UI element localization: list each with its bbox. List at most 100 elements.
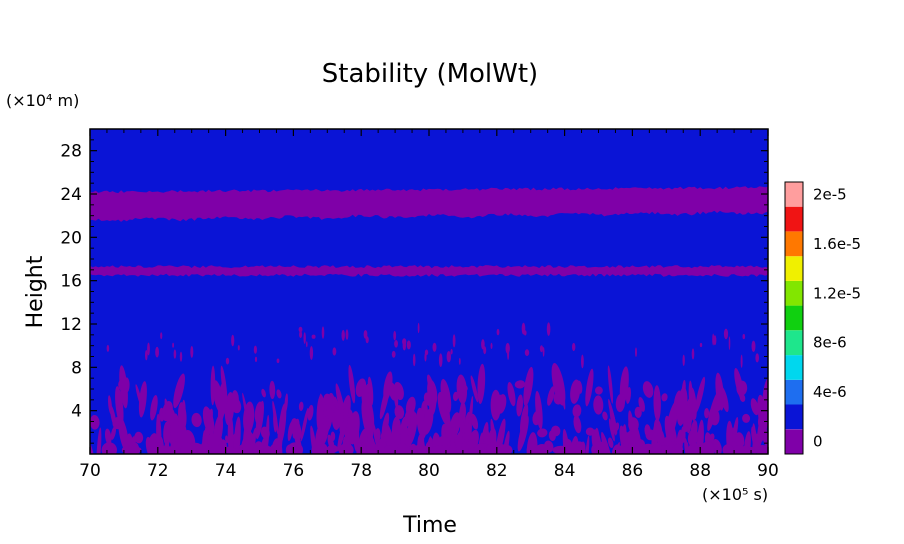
zero-patch	[602, 411, 608, 421]
zero-patch	[572, 342, 576, 352]
zero-patch	[723, 328, 729, 340]
zero-patch	[225, 435, 229, 444]
zero-patch	[609, 406, 617, 436]
zero-patch	[361, 399, 374, 441]
zero-patch	[534, 444, 550, 454]
colorbar-frame	[784, 181, 804, 455]
zero-patch	[227, 414, 234, 454]
zero-patch	[317, 423, 327, 438]
zero-patch	[134, 431, 144, 444]
y-tick-label: 28	[60, 142, 82, 162]
zero-patch	[242, 392, 252, 436]
zero-patch	[147, 342, 150, 356]
zero-patch	[363, 330, 368, 339]
zero-patch	[254, 356, 258, 362]
upper-zero-band	[90, 186, 768, 222]
zero-patch	[327, 444, 338, 453]
zero-patch	[444, 409, 450, 438]
y-axis-title: Height	[23, 255, 48, 328]
zero-patch	[688, 380, 693, 409]
y-tick-label: 24	[60, 185, 82, 205]
contour-regions	[90, 186, 768, 454]
zero-patch	[307, 404, 314, 421]
zero-patch	[452, 391, 459, 402]
zero-patch	[740, 354, 743, 368]
zero-patch	[550, 425, 561, 437]
zero-patch	[303, 332, 306, 344]
zero-patch	[243, 422, 248, 447]
zero-patch	[160, 332, 163, 340]
zero-patch	[300, 407, 309, 442]
zero-patch	[699, 342, 703, 348]
zero-patch	[269, 380, 276, 400]
colorbar-swatch	[785, 305, 803, 331]
zero-patch	[404, 412, 411, 427]
colorbar-label: 2e-5	[813, 185, 847, 203]
zero-patch	[676, 387, 688, 426]
zero-patch	[652, 442, 661, 454]
zero-patch	[348, 364, 356, 404]
zero-patch	[286, 442, 304, 454]
zero-patch	[496, 328, 500, 336]
zero-patch	[405, 396, 416, 416]
zero-patch	[542, 346, 545, 357]
zero-patch	[290, 418, 302, 441]
zero-patch	[514, 380, 526, 389]
zero-patch	[309, 346, 314, 360]
zero-patch	[438, 353, 443, 368]
colorbar-swatch	[785, 182, 803, 207]
zero-patch	[635, 347, 637, 358]
zero-patch	[254, 401, 264, 425]
zero-patch	[664, 415, 675, 448]
zero-patch	[715, 372, 725, 411]
zero-patch	[128, 446, 142, 454]
zero-patch	[320, 394, 329, 423]
zero-patch	[470, 375, 479, 403]
zero-patch	[163, 446, 173, 454]
zero-patch	[751, 426, 759, 452]
x-tick-label: 90	[757, 461, 779, 481]
zero-patch	[537, 428, 548, 438]
zero-patch	[155, 346, 160, 358]
zero-patch	[701, 441, 715, 454]
zero-patch	[393, 381, 404, 401]
zero-patch	[682, 354, 685, 366]
middle-zero-band	[90, 265, 768, 277]
zero-patch	[507, 381, 516, 407]
colorbar-swatch	[785, 330, 803, 356]
zero-patch	[150, 394, 158, 421]
zero-patch	[524, 349, 530, 356]
zero-patch	[90, 415, 100, 430]
zero-patch	[585, 368, 594, 407]
zero-patch	[109, 405, 117, 429]
zero-patch	[278, 403, 287, 446]
zero-patch	[276, 389, 282, 399]
zero-patch	[634, 442, 642, 454]
zero-patch	[486, 443, 497, 454]
x-tick-label: 70	[79, 461, 101, 481]
zero-patch	[341, 329, 345, 341]
zero-patch	[299, 331, 303, 338]
zero-patch	[145, 350, 148, 361]
zero-patch	[231, 334, 235, 347]
zero-patch	[593, 395, 604, 415]
zero-patch	[585, 427, 595, 436]
zero-patch	[574, 442, 584, 454]
zero-patch	[450, 348, 453, 355]
zero-patch	[424, 349, 429, 356]
colorbar-label: 1.6e-5	[813, 235, 861, 253]
zero-patch	[594, 386, 603, 395]
zero-patch	[406, 340, 411, 350]
zero-patch	[662, 436, 672, 446]
zero-patch	[607, 437, 614, 448]
x-tick-label: 78	[350, 461, 372, 481]
zero-patch	[634, 406, 642, 418]
zero-patch	[298, 401, 304, 411]
zero-patch	[523, 330, 527, 336]
y-axis-unit: (×10⁴ m)	[6, 91, 79, 110]
zero-patch	[261, 388, 266, 398]
zero-patch	[345, 329, 349, 340]
zero-patch	[653, 385, 661, 422]
zero-patch	[193, 444, 205, 454]
